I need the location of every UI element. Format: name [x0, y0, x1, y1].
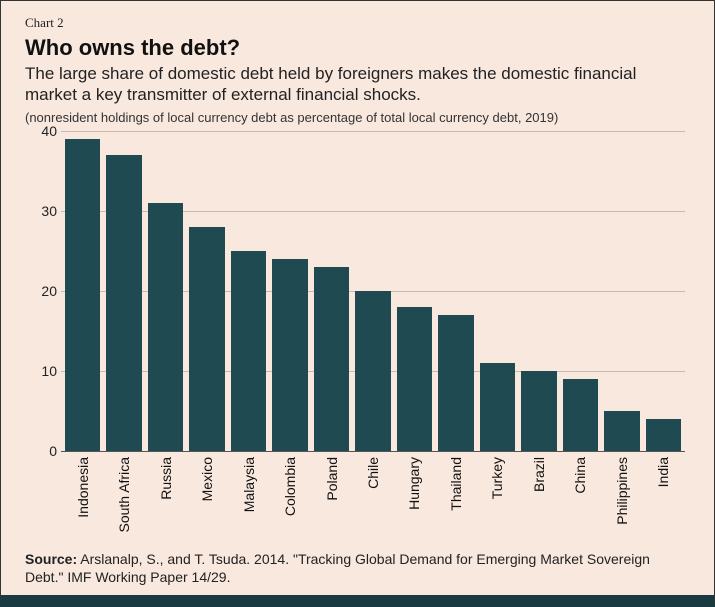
bar: [65, 139, 100, 451]
source-label: Source:: [25, 551, 77, 567]
chart-container: Chart 2 Who owns the debt? The large sha…: [0, 0, 715, 607]
bar: [148, 203, 183, 451]
x-tick-label: Thailand: [448, 457, 464, 511]
bar: [355, 291, 390, 451]
bar: [314, 267, 349, 451]
x-axis-labels: Indonesia South Africa Russia Mexico Malaysi…: [61, 451, 685, 546]
x-tick-label: Chile: [365, 457, 381, 489]
bar: [521, 371, 556, 451]
x-label-slot: Indonesia: [65, 451, 100, 546]
chart-number-label: Chart 2: [25, 15, 690, 31]
bar: [397, 307, 432, 451]
x-label-slot: Chile: [355, 451, 390, 546]
y-tick-label: 10: [41, 363, 57, 379]
x-label-slot: South Africa: [106, 451, 141, 546]
x-tick-label: Hungary: [406, 457, 422, 510]
x-tick-label: South Africa: [116, 457, 132, 533]
x-tick-label: China: [572, 457, 588, 494]
x-label-slot: Turkey: [480, 451, 515, 546]
bar: [106, 155, 141, 451]
x-label-slot: China: [563, 451, 598, 546]
bar: [231, 251, 266, 451]
bars-group: [61, 131, 685, 451]
x-label-slot: Hungary: [397, 451, 432, 546]
bar: [604, 411, 639, 451]
x-label-slot: Brazil: [521, 451, 556, 546]
x-tick-label: Philippines: [614, 457, 630, 525]
x-label-slot: Russia: [148, 451, 183, 546]
x-label-slot: Poland: [314, 451, 349, 546]
x-tick-label: Colombia: [282, 457, 298, 516]
x-label-slot: Philippines: [604, 451, 639, 546]
x-tick-label: Malaysia: [241, 457, 257, 512]
bar: [480, 363, 515, 451]
bar: [189, 227, 224, 451]
y-tick-label: 40: [41, 123, 57, 139]
source-text: Arslanalp, S., and T. Tsuda. 2014. "Trac…: [25, 551, 650, 585]
bar: [272, 259, 307, 451]
chart-title: Who owns the debt?: [25, 35, 690, 61]
x-tick-label: Russia: [158, 457, 174, 500]
x-tick-label: Poland: [324, 457, 340, 501]
x-tick-label: Turkey: [489, 457, 505, 499]
y-axis: 010203040: [25, 131, 61, 451]
chart-note: (nonresident holdings of local currency …: [25, 110, 690, 125]
x-tick-label: Indonesia: [75, 457, 91, 518]
x-tick-label: Brazil: [531, 457, 547, 492]
y-tick-label: 0: [49, 443, 57, 459]
x-tick-label: Mexico: [199, 457, 215, 501]
bar: [646, 419, 681, 451]
bar: [563, 379, 598, 451]
chart-subtitle: The large share of domestic debt held by…: [25, 63, 690, 106]
x-label-slot: Mexico: [189, 451, 224, 546]
plot-area: 010203040: [25, 131, 685, 451]
chart-source: Source: Arslanalp, S., and T. Tsuda. 201…: [25, 550, 690, 586]
x-label-slot: Colombia: [272, 451, 307, 546]
x-label-slot: Malaysia: [231, 451, 266, 546]
y-tick-label: 30: [41, 203, 57, 219]
x-tick-label: India: [655, 457, 671, 487]
y-tick-label: 20: [41, 283, 57, 299]
bar: [438, 315, 473, 451]
x-label-slot: India: [646, 451, 681, 546]
x-label-slot: Thailand: [438, 451, 473, 546]
